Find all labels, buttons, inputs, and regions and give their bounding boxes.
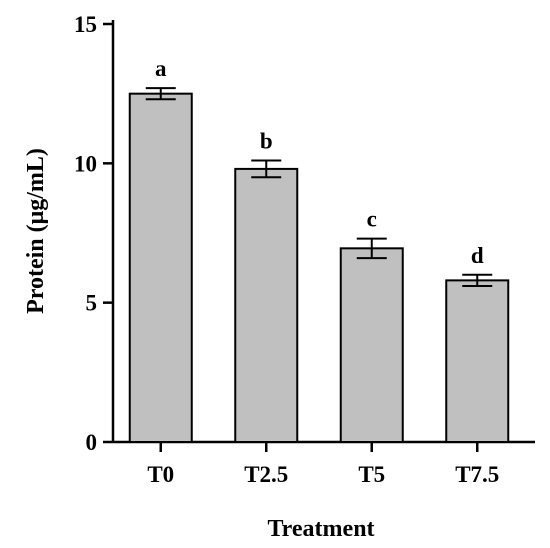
x-axis-title: Treatment <box>267 516 374 542</box>
significance-label-T2.5: b <box>260 129 273 154</box>
x-tick-label-T2.5: T2.5 <box>244 462 288 487</box>
significance-label-T0: a <box>155 56 167 81</box>
x-tick-label-T5: T5 <box>358 462 385 487</box>
y-axis-title: Protein (μg/mL) <box>23 148 49 314</box>
x-tick-label-T0: T0 <box>147 462 174 487</box>
significance-label-T5: c <box>367 207 377 232</box>
y-tick-label: 10 <box>74 151 97 176</box>
bar-T2.5 <box>234 167 299 443</box>
bars: a b c d <box>128 56 510 444</box>
significance-label-T7.5: d <box>471 243 484 268</box>
bar-T0 <box>128 92 193 444</box>
y-ticks: 0 5 10 15 <box>74 12 113 455</box>
y-tick-label: 15 <box>74 12 97 37</box>
y-tick-label: 5 <box>86 291 98 316</box>
bar-T7.5 <box>445 279 510 443</box>
x-tick-label-T7.5: T7.5 <box>455 462 499 487</box>
x-ticks: T0 T2.5 T5 T7.5 <box>147 442 499 487</box>
y-tick-label: 0 <box>86 430 98 455</box>
bar-T5 <box>339 247 404 443</box>
